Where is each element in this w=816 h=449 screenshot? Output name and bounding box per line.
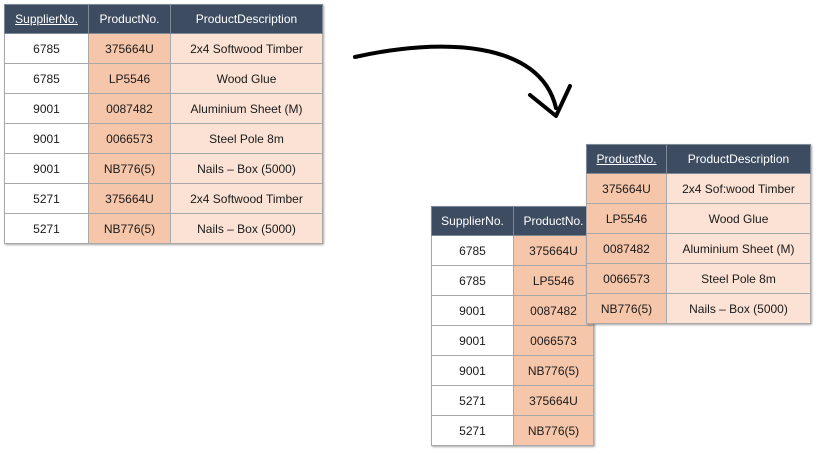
arrow-curve bbox=[353, 44, 558, 110]
table-cell: 2x4 Softwood Timber bbox=[170, 183, 323, 214]
table-cell: NB776(5) bbox=[88, 153, 171, 184]
table-cell: 9001 bbox=[431, 355, 514, 386]
table-row: 9001 0066573 Steel Pole 8m bbox=[4, 123, 323, 154]
table-cell: Nails – Box (5000) bbox=[666, 293, 811, 324]
table-cell: 2x4 Sof:wood Timber bbox=[666, 173, 811, 204]
header-row: SupplierNo. ProductNo. ProductDescriptio… bbox=[4, 4, 323, 34]
table-cell: LP5546 bbox=[586, 203, 667, 234]
header-row: ProductNo. ProductDescription bbox=[586, 144, 811, 174]
table-cell: 5271 bbox=[431, 385, 514, 416]
table-row: 9001 0087482 bbox=[431, 295, 594, 326]
table-cell: 9001 bbox=[4, 93, 89, 124]
table-row: 9001 NB776(5) Nails – Box (5000) bbox=[4, 153, 323, 184]
table-row: 375664U 2x4 Sof:wood Timber bbox=[586, 173, 811, 204]
header-product-description: ProductDescription bbox=[666, 144, 811, 174]
table-cell: Wood Glue bbox=[666, 203, 811, 234]
table-cell: 0066573 bbox=[586, 263, 667, 294]
header-product-no: ProductNo. bbox=[513, 206, 594, 236]
table-row: 6785 LP5546 bbox=[431, 265, 594, 296]
header-supplier-no: SupplierNo. bbox=[4, 4, 89, 34]
table-row: 6785 375664U bbox=[431, 235, 594, 266]
header-product-no: ProductNo. bbox=[586, 144, 667, 174]
table-cell: LP5546 bbox=[513, 265, 594, 296]
table-row: 6785 LP5546 Wood Glue bbox=[4, 63, 323, 94]
table-cell: 375664U bbox=[513, 235, 594, 266]
table-cell: 5271 bbox=[4, 213, 89, 244]
table-cell: 9001 bbox=[431, 325, 514, 356]
header-product-description: ProductDescription bbox=[170, 4, 323, 34]
table-body: 6785 375664U 6785 LP5546 9001 0087482 9001 0066… bbox=[431, 235, 594, 446]
table-row: 9001 0066573 bbox=[431, 325, 594, 356]
header-supplier-no: SupplierNo. bbox=[431, 206, 514, 236]
table-cell: 6785 bbox=[4, 33, 89, 64]
table-cell: 0066573 bbox=[513, 325, 594, 356]
table-cell: 9001 bbox=[4, 153, 89, 184]
table-cell: 0087482 bbox=[586, 233, 667, 264]
table-cell: 375664U bbox=[88, 33, 171, 64]
table-cell: LP5546 bbox=[88, 63, 171, 94]
header-row: SupplierNo. ProductNo. bbox=[431, 206, 594, 236]
product-table: ProductNo. ProductDescription 375664U 2x4… bbox=[586, 144, 811, 324]
table-cell: 9001 bbox=[4, 123, 89, 154]
table-row: 6785 375664U 2x4 Softwood Timber bbox=[4, 33, 323, 64]
table-body: 6785 375664U 2x4 Softwood Timber 6785 LP5546… bbox=[4, 33, 323, 244]
table-row: 5271 NB776(5) Nails – Box (5000) bbox=[4, 213, 323, 244]
table-cell: 375664U bbox=[586, 173, 667, 204]
table-row: 9001 0087482 Aluminium Sheet (M) bbox=[4, 93, 323, 124]
table-row: LP5546 Wood Glue bbox=[586, 203, 811, 234]
table-cell: NB776(5) bbox=[586, 293, 667, 324]
header-product-no: ProductNo. bbox=[88, 4, 171, 34]
table-cell: 6785 bbox=[4, 63, 89, 94]
table-cell: 0066573 bbox=[88, 123, 171, 154]
table-cell: 375664U bbox=[513, 385, 594, 416]
table-row: 5271 375664U bbox=[431, 385, 594, 416]
table-cell: 5271 bbox=[4, 183, 89, 214]
table-row: 5271 NB776(5) bbox=[431, 415, 594, 446]
table-cell: 6785 bbox=[431, 235, 514, 266]
table-row: 5271 375664U 2x4 Softwood Timber bbox=[4, 183, 323, 214]
table-cell: Nails – Box (5000) bbox=[170, 153, 323, 184]
table-cell: Nails – Box (5000) bbox=[170, 213, 323, 244]
table-cell: Aluminium Sheet (M) bbox=[666, 233, 811, 264]
table-cell: Wood Glue bbox=[170, 63, 323, 94]
table-cell: NB776(5) bbox=[88, 213, 171, 244]
table-row: NB776(5) Nails – Box (5000) bbox=[586, 293, 811, 324]
table-cell: 0087482 bbox=[88, 93, 171, 124]
arrow-head bbox=[528, 84, 572, 118]
table-cell: Steel Pole 8m bbox=[666, 263, 811, 294]
table-cell: 2x4 Softwood Timber bbox=[170, 33, 323, 64]
table-row: 0066573 Steel Pole 8m bbox=[586, 263, 811, 294]
table-cell: NB776(5) bbox=[513, 355, 594, 386]
table-cell: 5271 bbox=[431, 415, 514, 446]
table-cell: Steel Pole 8m bbox=[170, 123, 323, 154]
table-body: 375664U 2x4 Sof:wood Timber LP5546 Wood Glu… bbox=[586, 173, 811, 324]
table-cell: 0087482 bbox=[513, 295, 594, 326]
table-row: 9001 NB776(5) bbox=[431, 355, 594, 386]
original-table: SupplierNo. ProductNo. ProductDescriptio… bbox=[4, 4, 323, 244]
table-cell: 6785 bbox=[431, 265, 514, 296]
table-cell: 375664U bbox=[88, 183, 171, 214]
table-cell: Aluminium Sheet (M) bbox=[170, 93, 323, 124]
table-cell: NB776(5) bbox=[513, 415, 594, 446]
table-row: 0087482 Aluminium Sheet (M) bbox=[586, 233, 811, 264]
supplier-product-table: SupplierNo. ProductNo. 6785 375664U 6785 LP… bbox=[431, 206, 594, 446]
table-cell: 9001 bbox=[431, 295, 514, 326]
